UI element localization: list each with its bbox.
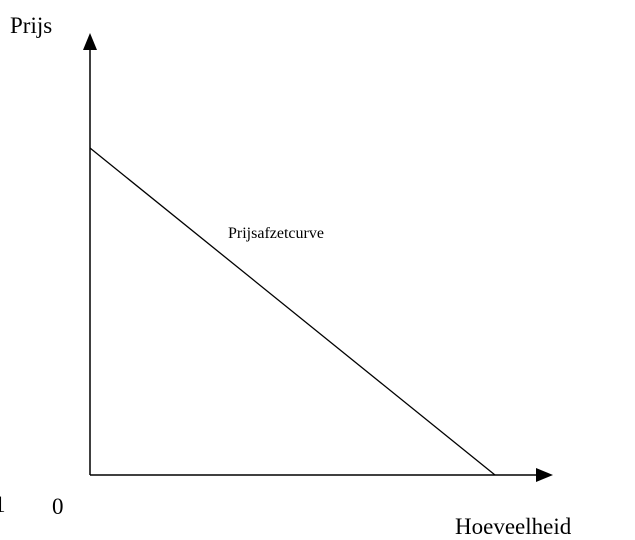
- y-axis-arrow: [83, 33, 97, 50]
- x-axis-arrow: [536, 468, 553, 482]
- x-axis-label: Hoeveelheid: [455, 514, 572, 539]
- origin-label: 0: [52, 494, 64, 519]
- margin-fragment: 1: [0, 492, 6, 517]
- demand-curve: [89, 147, 496, 476]
- curve-label: Prijsafzetcurve: [228, 225, 324, 242]
- y-axis-label: Prijs: [10, 13, 52, 38]
